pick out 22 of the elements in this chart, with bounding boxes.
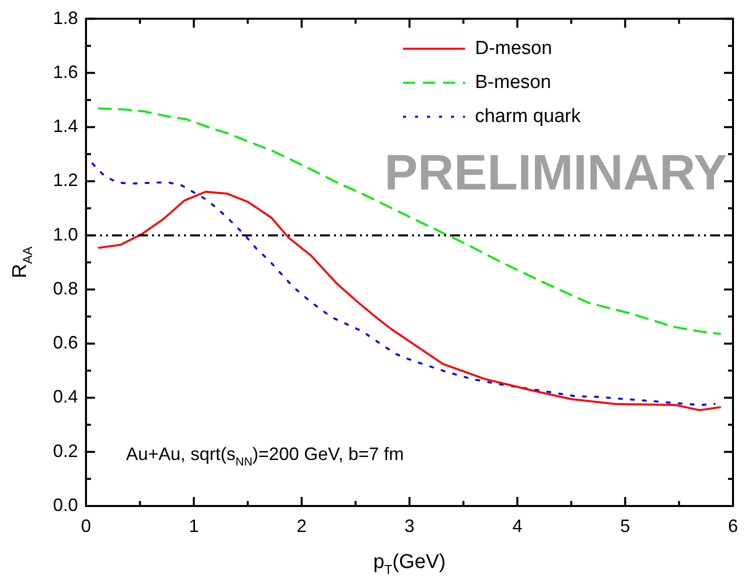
y-tick-label: 0.4 — [52, 386, 78, 407]
y-tick-label: 0.8 — [52, 278, 78, 298]
y-tick-label: 1.0 — [52, 224, 78, 244]
x-tick-label: 0 — [80, 516, 92, 536]
y-tick-label: 1.6 — [52, 62, 78, 82]
y-axis-title: RAA — [9, 246, 35, 278]
y-tick-label: 0.0 — [52, 494, 78, 515]
legend-label: B-meson — [474, 72, 552, 94]
annotation: PRELIMINARY — [384, 144, 727, 201]
x-tick-label: 6 — [728, 516, 738, 536]
x-tick-label: 3 — [404, 516, 415, 536]
y-tick-label: 1.2 — [52, 170, 78, 190]
x-tick-label: 4 — [512, 516, 522, 536]
legend-label: D-meson — [474, 38, 552, 60]
y-tick-label: 0.2 — [52, 440, 78, 461]
x-tick-label: 1 — [188, 516, 199, 536]
x-tick-label: 5 — [620, 516, 630, 536]
y-tick-label: 1.4 — [52, 116, 78, 136]
y-tick-label: 1.8 — [52, 8, 78, 28]
x-tick-label: 2 — [296, 516, 307, 536]
legend-label: charm quark — [474, 106, 582, 128]
y-tick-label: 0.6 — [52, 332, 78, 353]
